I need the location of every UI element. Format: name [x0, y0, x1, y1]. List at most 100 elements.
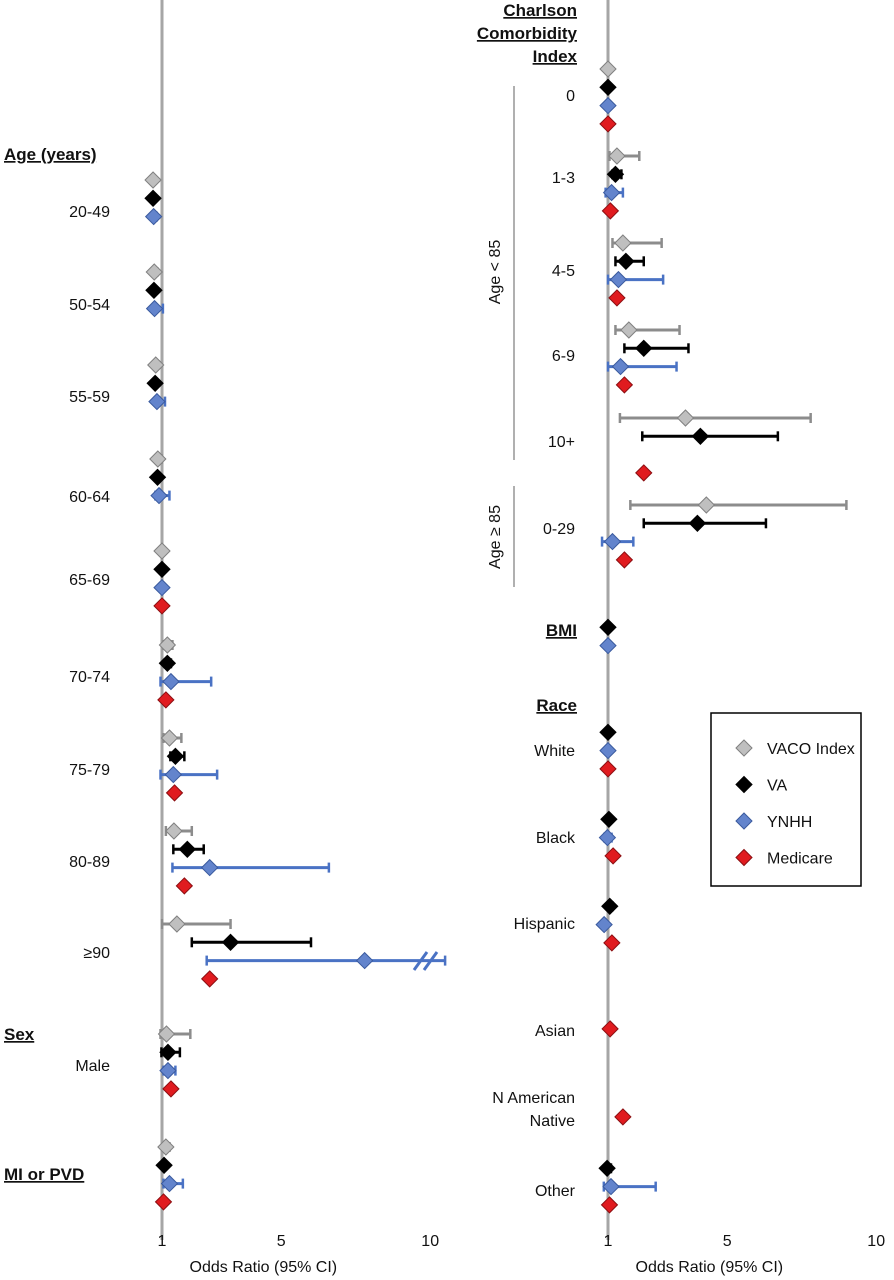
- point-va: [617, 252, 635, 271]
- group-header-mi-or-pvd: MI or PVD: [4, 1165, 84, 1184]
- point-va: [166, 747, 185, 766]
- point-vaco-index: [608, 147, 626, 165]
- row-label: 4-5: [552, 263, 575, 280]
- point-ynhh: [603, 532, 622, 551]
- point-vaco-index: [160, 729, 179, 747]
- row-label: Native: [530, 1113, 575, 1130]
- point-ynhh: [609, 270, 628, 289]
- legend-label: YNHH: [767, 814, 812, 831]
- forest-row: 55-59: [69, 356, 167, 411]
- legend-entry-vaco-index: VACO Index: [735, 739, 855, 758]
- axis-break-marks: [412, 951, 439, 971]
- forest-row: Male: [75, 1025, 192, 1098]
- point-ynhh: [599, 741, 617, 760]
- ci-bar-ynhh: [171, 862, 331, 873]
- point-va: [144, 189, 162, 208]
- point-medicare: [153, 597, 171, 615]
- forest-row: 75-79: [69, 729, 219, 802]
- left-forest-panel: 1 5 10 Odds Ratio (95% CI) Age (years) 20-49 5…: [4, 0, 447, 1276]
- row-label: 55-59: [69, 389, 110, 406]
- point-va: [600, 810, 618, 829]
- group-header-comorbidity: Comorbidity: [477, 24, 578, 43]
- point-medicare: [615, 376, 634, 394]
- point-va: [153, 560, 171, 579]
- row-label: ≥90: [83, 945, 110, 962]
- forest-row: 0: [566, 60, 617, 133]
- point-ynhh: [599, 96, 617, 115]
- point-va: [688, 514, 707, 533]
- point-va: [691, 427, 710, 446]
- row-label: 6-9: [552, 348, 575, 365]
- x-tick-label: 5: [277, 1233, 286, 1250]
- forest-row: 10+: [548, 409, 812, 482]
- point-va: [599, 78, 617, 97]
- group-header-sex: Sex: [4, 1025, 35, 1044]
- point-medicare: [608, 289, 626, 307]
- legend: VACO Index VA YNHH Medicare: [710, 712, 862, 887]
- forest-row: White: [534, 723, 617, 778]
- group-header-index: Index: [533, 47, 578, 66]
- point-ynhh: [598, 828, 617, 847]
- legend-marker-vaco-index: [735, 739, 753, 757]
- point-vaco-index: [697, 496, 716, 514]
- point-medicare: [165, 784, 184, 802]
- point-va: [145, 281, 163, 300]
- row-label: 0-29: [543, 521, 575, 538]
- point-medicare: [601, 202, 620, 220]
- row-label: Hispanic: [514, 916, 575, 933]
- point-ynhh: [602, 183, 621, 202]
- point-vaco-index: [620, 321, 638, 339]
- point-va: [598, 1159, 616, 1178]
- x-tick-label: 10: [421, 1233, 439, 1250]
- x-axis-title: Odds Ratio (95% CI): [636, 1259, 784, 1276]
- row-label: Asian: [535, 1023, 575, 1040]
- point-vaco-index: [145, 263, 163, 281]
- point-va: [159, 1043, 177, 1062]
- point-va: [635, 339, 653, 358]
- x-tick-label: 10: [867, 1233, 885, 1250]
- point-vaco-index: [157, 1025, 176, 1043]
- point-va: [158, 654, 177, 673]
- point-vaco-index: [158, 636, 177, 654]
- point-medicare: [175, 877, 194, 895]
- group-header-race: Race: [536, 696, 577, 715]
- forest-row: Asian: [535, 1020, 619, 1040]
- row-label: 65-69: [69, 572, 110, 589]
- ci-bar-vaco-index: [618, 413, 812, 423]
- forest-row: 4-5: [552, 234, 665, 307]
- legend-marker-ynhh: [735, 812, 753, 830]
- point-va: [148, 468, 167, 487]
- forest-row: 0-29: [543, 496, 848, 569]
- bracket-label-age-lt-85: Age < 85: [487, 240, 504, 305]
- point-medicare: [600, 1196, 619, 1214]
- point-medicare: [614, 1108, 632, 1126]
- forest-row: 60-64: [69, 450, 171, 506]
- point-ynhh: [144, 207, 163, 226]
- legend-label: VA: [767, 778, 787, 795]
- point-ynhh: [153, 578, 171, 597]
- point-medicare: [604, 847, 622, 865]
- point-ynhh: [159, 1061, 177, 1080]
- forest-row: 50-54: [69, 263, 165, 318]
- legend-label: VACO Index: [767, 741, 855, 758]
- forest-row: [599, 618, 617, 655]
- point-vaco-index: [157, 1138, 175, 1156]
- point-va: [601, 897, 619, 916]
- point-va: [178, 840, 197, 859]
- forest-row: 1-3: [552, 147, 641, 220]
- point-vaco-index: [614, 234, 632, 252]
- group-header-bmi: BMI: [546, 621, 577, 640]
- point-medicare: [603, 934, 621, 952]
- legend-entry-ynhh: YNHH: [735, 812, 812, 831]
- ci-bar-va: [641, 431, 780, 442]
- point-ynhh: [148, 392, 166, 411]
- x-tick-label: 5: [723, 1233, 732, 1250]
- point-vaco-index: [676, 409, 695, 427]
- row-label: Black: [536, 830, 576, 847]
- forest-row: ≥90: [83, 915, 447, 988]
- row-label: 70-74: [69, 669, 110, 686]
- point-vaco-index: [168, 915, 186, 933]
- row-label: 1-3: [552, 170, 575, 187]
- ci-bar-va: [623, 343, 690, 354]
